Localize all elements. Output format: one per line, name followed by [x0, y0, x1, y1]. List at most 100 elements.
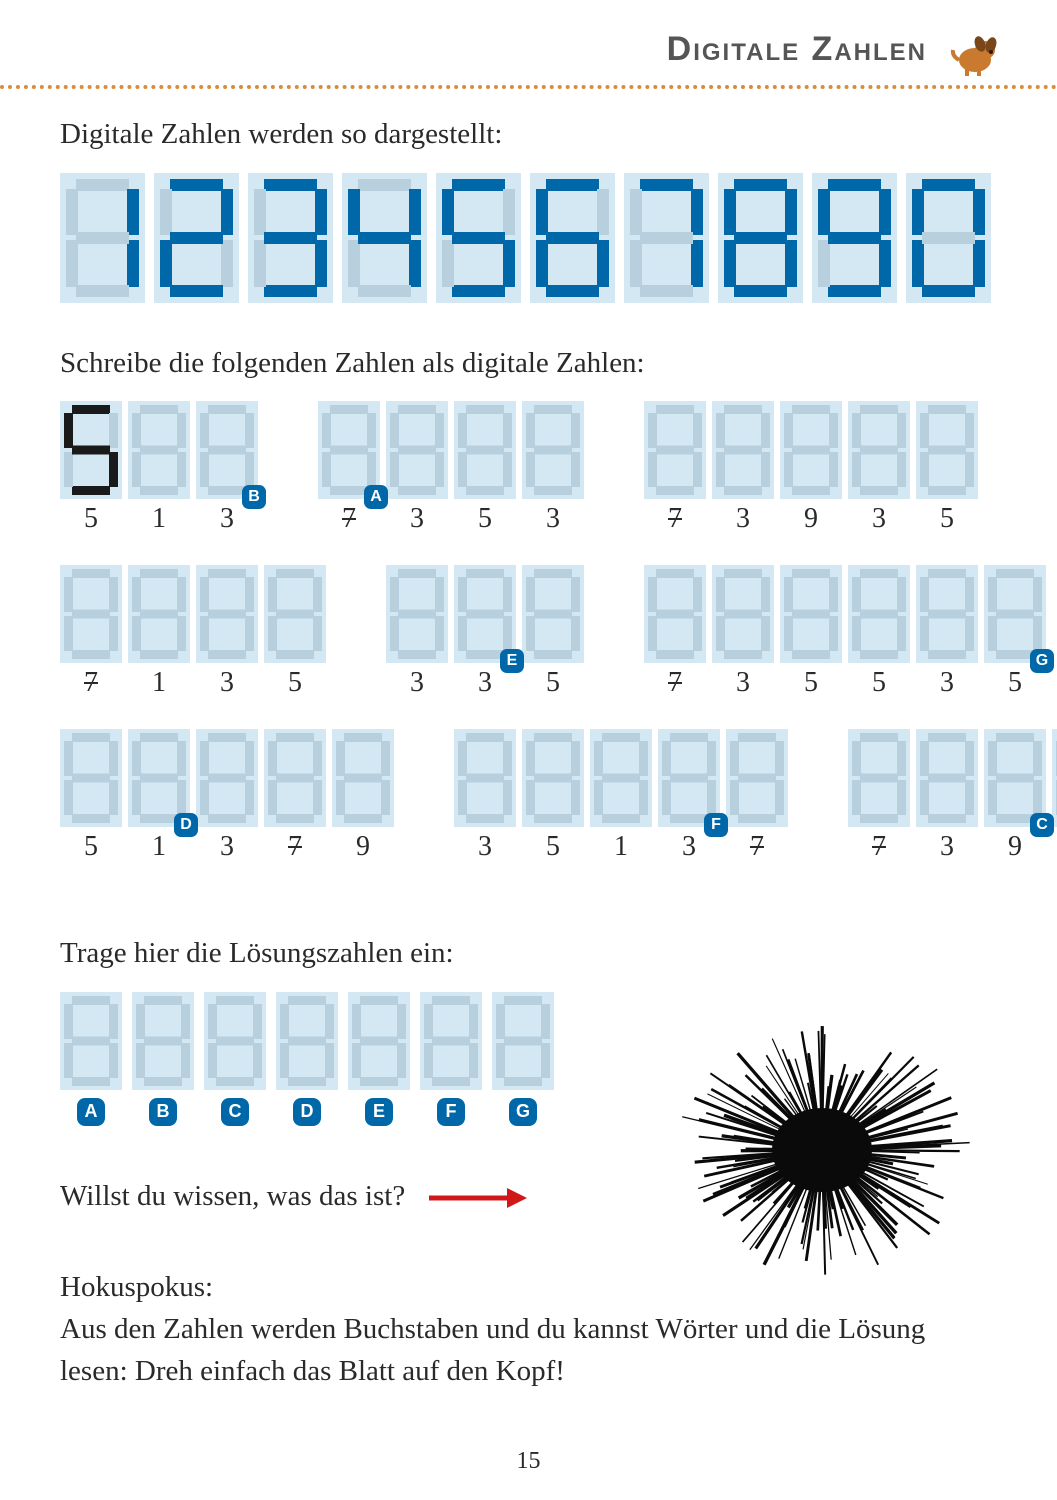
page-title: Digitale Zahlen: [667, 30, 927, 69]
digit-label: 3: [386, 667, 448, 699]
digit-label: 3: [712, 503, 774, 535]
digit-group: 7135: [60, 565, 326, 699]
seven-segment-display: [60, 992, 122, 1090]
seven-segment-display: [812, 173, 897, 303]
seven-segment-display: [780, 401, 842, 499]
seven-segment-display: [644, 565, 706, 663]
task2-text: Trage hier die Lösungszahlen ein:: [60, 933, 997, 974]
digit-label: 9: [780, 503, 842, 535]
task1-text: Schreibe die folgenden Zahlen als digita…: [60, 343, 997, 384]
digit-group: 513B: [60, 401, 258, 535]
solution-badge: C: [221, 1098, 249, 1126]
seven-segment-display: [726, 729, 788, 827]
seven-segment-display: [196, 729, 258, 827]
digit-label: 5: [454, 503, 516, 535]
digit-group: 7353A: [318, 401, 584, 535]
seven-segment-display: [348, 992, 410, 1090]
hokuspokus-text: Hokuspokus: Aus den Zahlen werden Buchst…: [60, 1266, 997, 1392]
digit-label: 5: [522, 667, 584, 699]
seven-segment-display: [196, 565, 258, 663]
seven-segment-display: [342, 173, 427, 303]
seven-segment-display: [906, 173, 991, 303]
seven-segment-display: [420, 992, 482, 1090]
digit-label: 1: [1052, 831, 1057, 863]
sea-urchin-image: [647, 1000, 997, 1280]
seven-segment-display: [264, 565, 326, 663]
seven-segment-display: [60, 173, 145, 303]
digit-group: 73935: [644, 401, 978, 535]
digit-label: 3: [386, 503, 448, 535]
example-digits-row: [60, 173, 997, 303]
seven-segment-display: [916, 401, 978, 499]
seven-segment-display: [848, 401, 910, 499]
dog-icon: [947, 30, 1007, 80]
digit-label: 3: [522, 503, 584, 535]
seven-segment-display: [276, 992, 338, 1090]
solution-badge: D: [293, 1098, 321, 1126]
seven-segment-display: [522, 565, 584, 663]
digit-label: 7: [264, 831, 326, 863]
letter-badge: F: [704, 813, 728, 837]
seven-segment-display: [780, 565, 842, 663]
seven-segment-display: [1052, 729, 1057, 827]
solution-badge: B: [149, 1098, 177, 1126]
seven-segment-display: [712, 401, 774, 499]
digit-group: 51379D: [60, 729, 394, 863]
digit-label: 1: [128, 667, 190, 699]
digit-label: 3: [916, 667, 978, 699]
seven-segment-display: [916, 729, 978, 827]
page-number: 15: [0, 1448, 1057, 1475]
seven-segment-display: [522, 401, 584, 499]
seven-segment-display: [436, 173, 521, 303]
digit-label: 5: [916, 503, 978, 535]
digit-label: 1: [590, 831, 652, 863]
letter-badge: B: [242, 485, 266, 509]
seven-segment-display: [132, 992, 194, 1090]
digit-group: 35137F: [454, 729, 788, 863]
seven-segment-display: [454, 401, 516, 499]
digit-group: 7391C: [848, 729, 1057, 863]
seven-segment-display: [492, 992, 554, 1090]
solution-badge: F: [437, 1098, 465, 1126]
divider: [0, 85, 1057, 89]
seven-segment-display: [590, 729, 652, 827]
seven-segment-display: [154, 173, 239, 303]
digit-group: 335E: [386, 565, 584, 699]
seven-segment-display: [204, 992, 266, 1090]
seven-segment-display: [386, 565, 448, 663]
seven-segment-display: [248, 173, 333, 303]
letter-badge: D: [174, 813, 198, 837]
seven-segment-display: [60, 565, 122, 663]
digit-label: 7: [726, 831, 788, 863]
seven-segment-display: [848, 565, 910, 663]
seven-segment-display: [454, 729, 516, 827]
seven-segment-display: [644, 401, 706, 499]
digit-label: 3: [848, 503, 910, 535]
digit-label: 7: [644, 503, 706, 535]
seven-segment-display: [718, 173, 803, 303]
letter-badge: E: [500, 649, 524, 673]
seven-segment-display: [916, 565, 978, 663]
digit-label: 7: [60, 667, 122, 699]
digit-label: 3: [454, 831, 516, 863]
digit-label: 3: [916, 831, 978, 863]
seven-segment-display: [128, 565, 190, 663]
solution-badge: G: [509, 1098, 537, 1126]
seven-segment-display: [60, 401, 122, 499]
arrow-icon: [427, 1186, 527, 1210]
seven-segment-display: [128, 401, 190, 499]
seven-segment-display: [386, 401, 448, 499]
seven-segment-display: [264, 729, 326, 827]
digit-label: 7: [644, 667, 706, 699]
digit-label: 5: [60, 503, 122, 535]
seven-segment-display: [522, 729, 584, 827]
digit-label: 3: [712, 667, 774, 699]
solution-badge: A: [77, 1098, 105, 1126]
digit-label: 3: [196, 667, 258, 699]
digit-label: 3: [196, 831, 258, 863]
seven-segment-display: [624, 173, 709, 303]
digit-label: 7: [848, 831, 910, 863]
seven-segment-display: [530, 173, 615, 303]
seven-segment-display: [848, 729, 910, 827]
digit-group: 735535G: [644, 565, 1046, 699]
